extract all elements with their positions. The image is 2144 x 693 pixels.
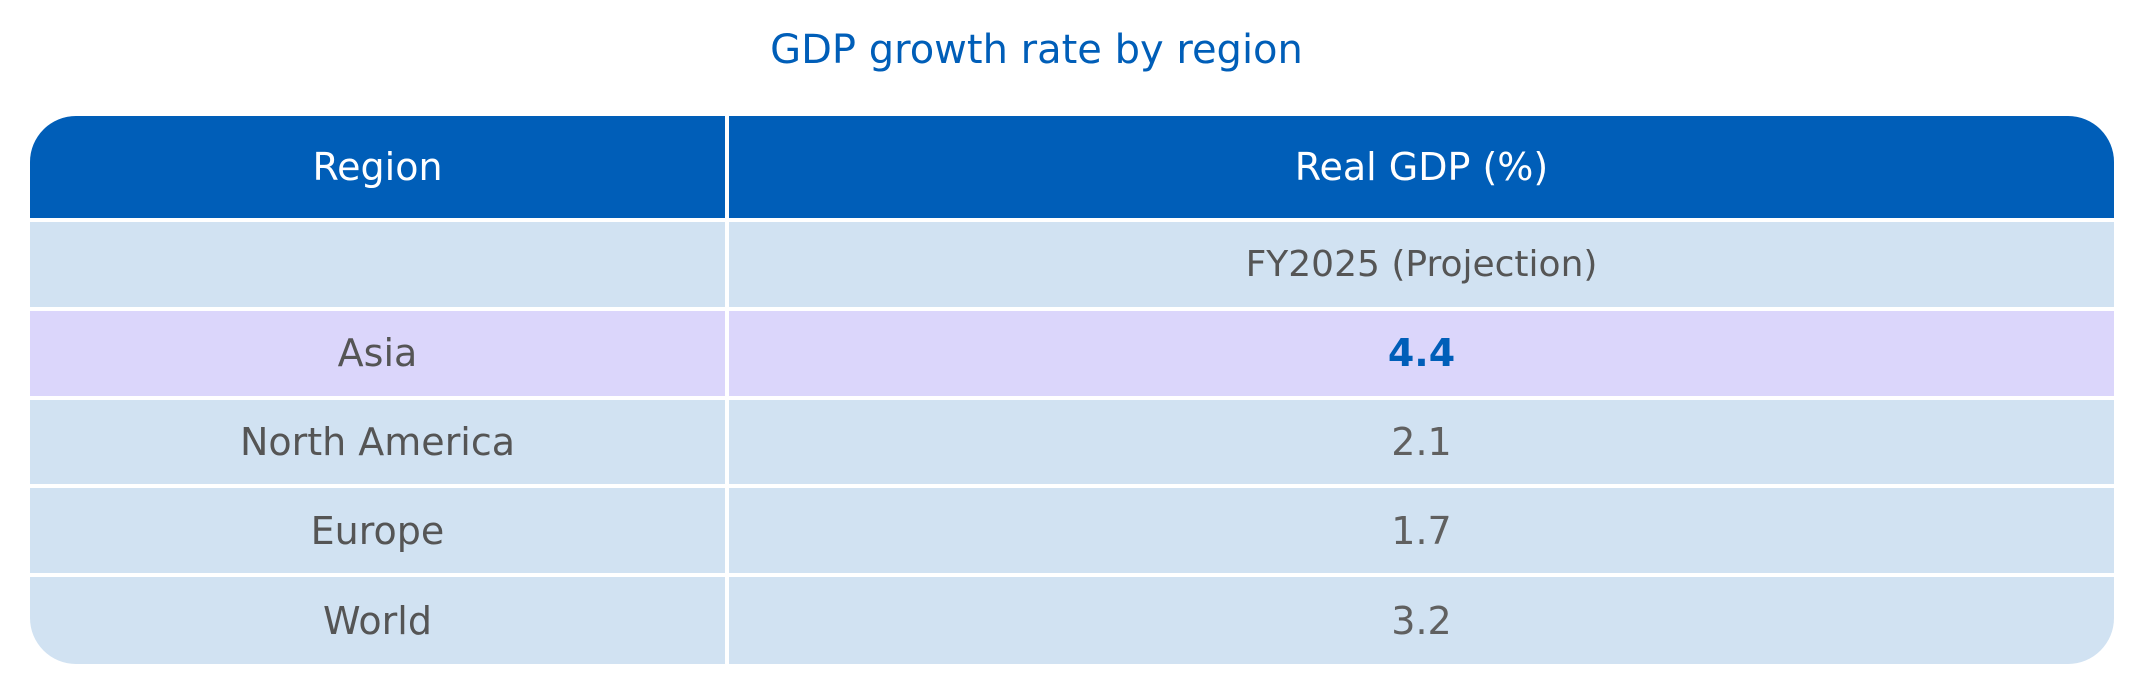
column-header-real-gdp: Real GDP (%): [725, 116, 2114, 220]
table-row: World 3.2: [30, 573, 2114, 664]
gdp-value-cell: 1.7: [725, 484, 2114, 578]
gdp-value-cell: 2.1: [725, 395, 2114, 489]
subheader-period-cell: FY2025 (Projection): [725, 218, 2114, 311]
table-header-row: Region Real GDP (%): [30, 116, 2114, 220]
subheader-region-cell: [30, 218, 729, 311]
gdp-value-cell: 3.2: [725, 573, 2114, 664]
chart-title: GDP growth rate by region: [770, 27, 1303, 73]
region-cell: Asia: [30, 306, 729, 400]
gdp-table: Region Real GDP (%) FY2025 (Projection) …: [30, 116, 2114, 664]
gdp-value-cell: 4.4: [725, 306, 2114, 400]
region-cell: North America: [30, 395, 729, 489]
table-row: North America 2.1: [30, 395, 2114, 489]
table-row: Asia 4.4: [30, 306, 2114, 400]
region-cell: Europe: [30, 484, 729, 578]
table-row: Europe 1.7: [30, 484, 2114, 578]
column-header-region: Region: [30, 116, 729, 220]
table-subheader-row: FY2025 (Projection): [30, 218, 2114, 311]
region-cell: World: [30, 573, 729, 664]
